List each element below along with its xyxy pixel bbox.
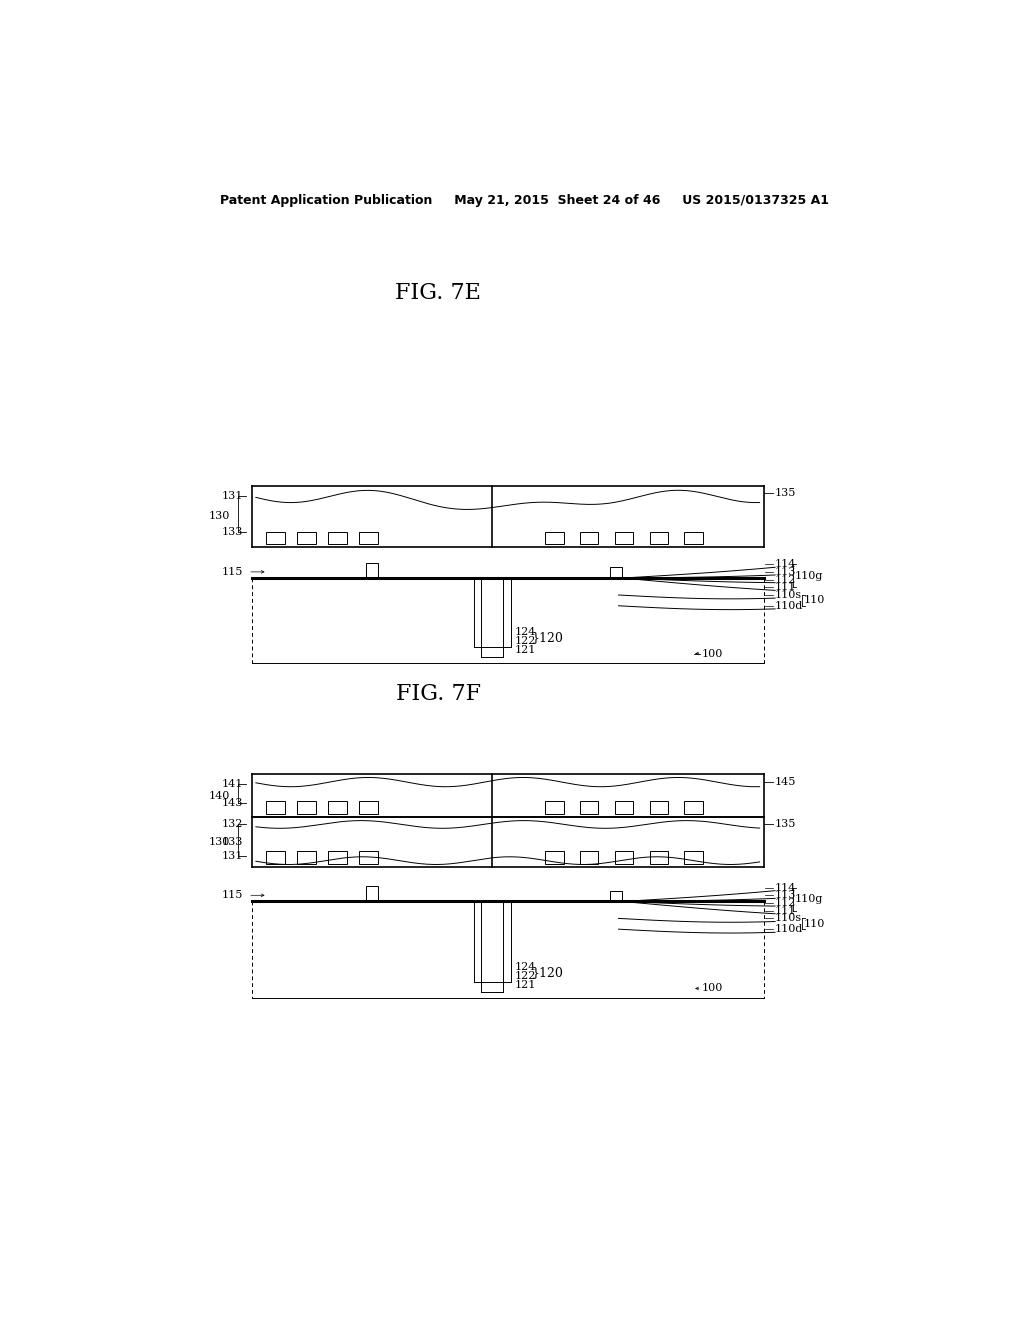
Text: 110s: 110s [774,590,802,601]
Text: 135: 135 [774,820,796,829]
Text: 122: 122 [515,972,537,981]
Text: 124: 124 [515,962,537,972]
Text: 132: 132 [221,820,243,829]
Bar [328,801,346,813]
Bar [297,851,315,863]
Bar [297,801,315,813]
Text: 133: 133 [221,837,243,846]
Bar [266,532,285,544]
Bar [359,801,378,813]
Text: 143: 143 [221,797,243,808]
Bar [580,801,598,813]
Text: 130: 130 [209,511,230,521]
Text: FIG. 7E: FIG. 7E [395,282,481,304]
Bar [649,851,669,863]
Text: 130: 130 [209,837,230,846]
Text: 100: 100 [701,648,723,659]
Bar [328,532,346,544]
Bar [580,532,598,544]
Text: 131: 131 [221,851,243,861]
Text: 131: 131 [221,491,243,502]
Bar [610,568,623,578]
Text: 113: 113 [774,566,796,577]
Bar [545,532,563,544]
Text: 114: 114 [774,560,796,569]
Bar [580,851,598,863]
Text: 111: 111 [774,582,796,593]
Text: 110s: 110s [774,913,802,924]
Text: Patent Application Publication     May 21, 2015  Sheet 24 of 46     US 2015/0137: Patent Application Publication May 21, 2… [220,194,829,207]
Text: 100: 100 [701,983,723,994]
Bar [684,851,703,863]
Bar [614,851,633,863]
Bar [614,801,633,813]
Text: 112: 112 [774,574,796,585]
Text: 133: 133 [221,527,243,537]
Bar [266,801,285,813]
Text: 113: 113 [774,890,796,900]
Text: 141: 141 [221,779,243,788]
Text: 115: 115 [221,566,243,577]
Text: }120: }120 [531,631,563,644]
Text: 122: 122 [515,636,537,647]
Text: 111: 111 [774,906,796,916]
Text: 115: 115 [221,890,243,900]
Text: FIG. 7F: FIG. 7F [395,682,480,705]
Bar [545,851,563,863]
Text: 114: 114 [774,883,796,892]
Text: 121: 121 [515,981,537,990]
Text: }120: }120 [531,966,563,979]
Bar [684,532,703,544]
Bar [359,532,378,544]
Bar [366,886,378,902]
Bar [614,532,633,544]
Text: 110d: 110d [774,924,803,935]
Bar [328,851,346,863]
Bar [545,801,563,813]
Bar [359,851,378,863]
Text: 140: 140 [209,791,230,800]
Bar [610,891,623,902]
Bar [366,562,378,578]
Text: 110: 110 [804,595,825,606]
Text: 110g: 110g [795,894,823,904]
Bar [266,851,285,863]
Text: 124: 124 [515,627,537,638]
Text: 145: 145 [774,777,796,787]
Bar [297,532,315,544]
Bar [684,801,703,813]
Bar [649,532,669,544]
Text: 112: 112 [774,898,796,908]
Text: 135: 135 [774,488,796,499]
Text: 110: 110 [804,919,825,929]
Text: 110g: 110g [795,570,823,581]
Text: 110d: 110d [774,601,803,611]
Text: 121: 121 [515,645,537,656]
Bar [649,801,669,813]
